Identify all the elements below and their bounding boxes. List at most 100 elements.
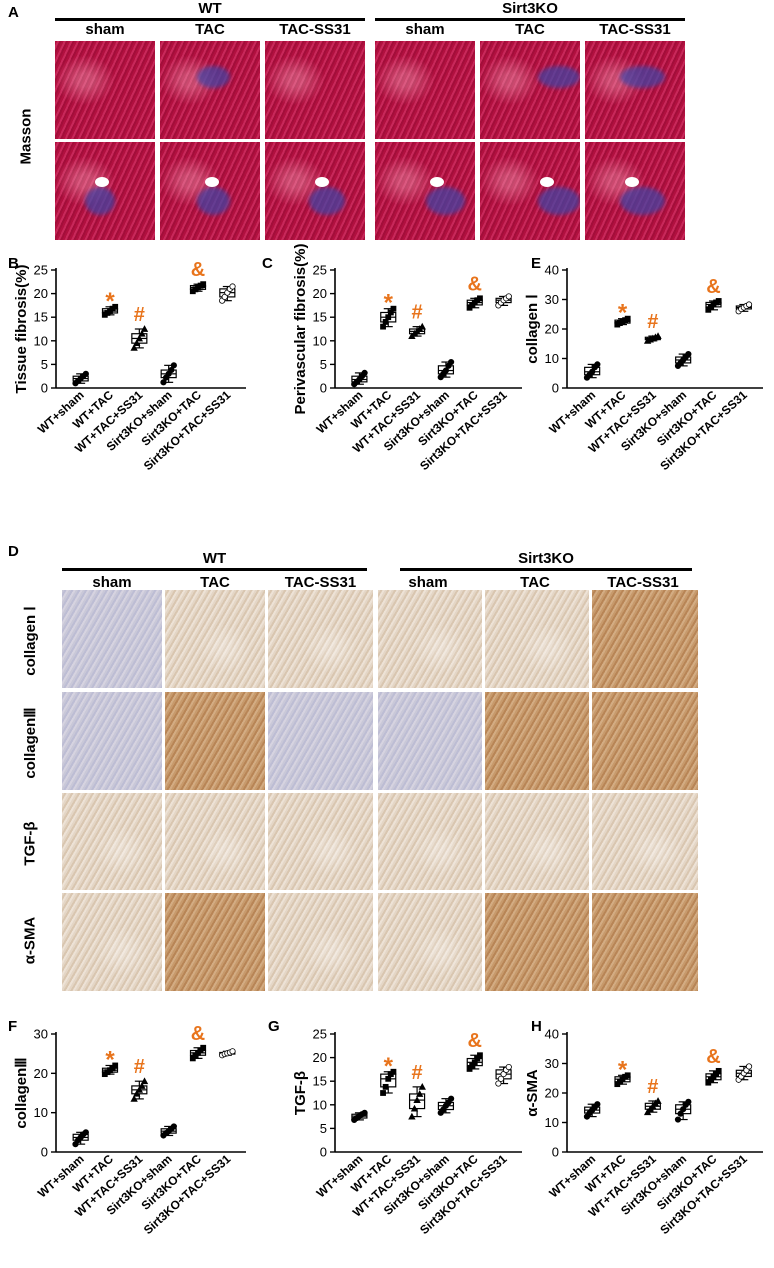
data-point [101,311,108,318]
significance-mark: * [618,300,628,327]
iqr-box [101,308,119,314]
data-point [140,1077,149,1085]
iqr-box [189,284,207,290]
data-point [448,358,455,366]
data-point [495,1080,502,1087]
data-point [160,1132,167,1139]
panel-label-d: D [8,543,19,560]
category-label: WT+sham [314,1152,366,1201]
fibrosis-stain [620,187,665,215]
iqr-box [675,1104,692,1115]
significance-mark: & [191,1023,205,1045]
data-point [408,1112,416,1120]
data-point [162,1130,170,1137]
y-tick-label: 30 [545,292,559,307]
data-point [448,1095,455,1102]
y-tick-label: 5 [320,357,327,372]
box-0 [351,369,368,388]
group-bar-wt [55,18,365,21]
vessel-lumen [315,177,329,187]
column-label-wt-tac-ss31: TAC-SS31 [279,21,351,38]
y-tick-label: 40 [545,1027,559,1042]
data-point [589,368,596,375]
data-point [192,286,199,293]
y-tick-label: 15 [313,310,327,325]
y-tick-label: 20 [313,286,327,301]
iqr-box [466,1057,483,1067]
data-point [705,1079,712,1086]
data-point [477,295,483,302]
data-point [708,303,714,310]
data-point [614,321,621,328]
iqr-box [380,311,397,323]
data-point [221,293,228,301]
y-axis-label: Tissue fibrosis(%) [13,265,30,394]
ihc-image [485,590,589,688]
iqr-box [408,328,426,335]
data-point [505,1063,512,1071]
category-label: Sirt3KO+TAC [654,388,720,449]
data-point [685,350,692,358]
data-point [195,284,201,291]
data-point [82,1129,89,1136]
category-label: Sirt3KO+TAC [415,388,481,449]
y-axis-label: Perivascular fibrosis(%) [292,244,309,415]
data-point [685,1098,692,1105]
y-tick-label: 10 [34,1105,48,1120]
data-point [382,1083,389,1090]
data-point [221,1050,228,1058]
ihc-image [592,692,698,790]
chart-e: 0 10 20 30 40 collagen Ⅰ WT+sham * WT+TAC # WT+TAC… [524,263,763,473]
masson-image [265,142,365,240]
iqr-box [351,375,368,383]
column-label-d-wt-tac-ss31: TAC-SS31 [284,574,357,591]
ihc-image [62,692,162,790]
fibrosis-stain [197,187,230,215]
column-label-d-ko-sham: sham [408,574,448,591]
data-point [651,333,660,341]
box-1: * [101,288,119,318]
box-1: * [614,1056,631,1088]
category-label: Sirt3KO+TAC+SS31 [657,388,750,473]
data-point [469,302,476,308]
data-point [471,299,478,306]
column-label-wt-tac: TAC [195,21,225,38]
iqr-box [437,365,455,375]
category-label: Sirt3KO+TAC+SS31 [417,1152,510,1237]
data-point [591,364,598,371]
ihc-image [62,893,162,991]
significance-mark: # [647,1076,658,1098]
iqr-box [160,1128,177,1134]
box-1: * [101,1046,119,1078]
significance-mark: # [412,1062,423,1084]
data-point [408,332,416,339]
ihc-image [165,590,265,688]
chart-c: 0 5 10 15 20 25 Perivascular fibrosis(%) WT+sha… [292,244,522,473]
box-4: & [189,259,207,295]
data-point [413,327,421,335]
category-label: Sirt3KO+sham [104,388,175,454]
data-point [624,1072,631,1079]
data-point [440,370,447,377]
data-point [708,1076,714,1083]
data-point [165,370,172,377]
data-point [133,1089,141,1097]
data-point [649,334,657,342]
ihc-image [592,893,698,991]
iqr-box [644,1102,661,1110]
data-point [437,374,444,381]
box-0 [583,361,601,381]
data-point [643,336,652,344]
data-point [200,1044,207,1051]
box-0 [583,1101,601,1120]
data-point [361,1109,368,1116]
data-point [162,374,170,381]
data-point [643,1108,652,1116]
data-point [477,1052,483,1059]
masson-row-label: Masson [17,108,35,165]
data-point [614,1081,621,1088]
data-point [130,1095,138,1102]
data-point [442,1102,450,1109]
significance-mark: & [468,1030,482,1052]
ihc-row-label-collagen3: collagenⅢ [22,707,39,779]
